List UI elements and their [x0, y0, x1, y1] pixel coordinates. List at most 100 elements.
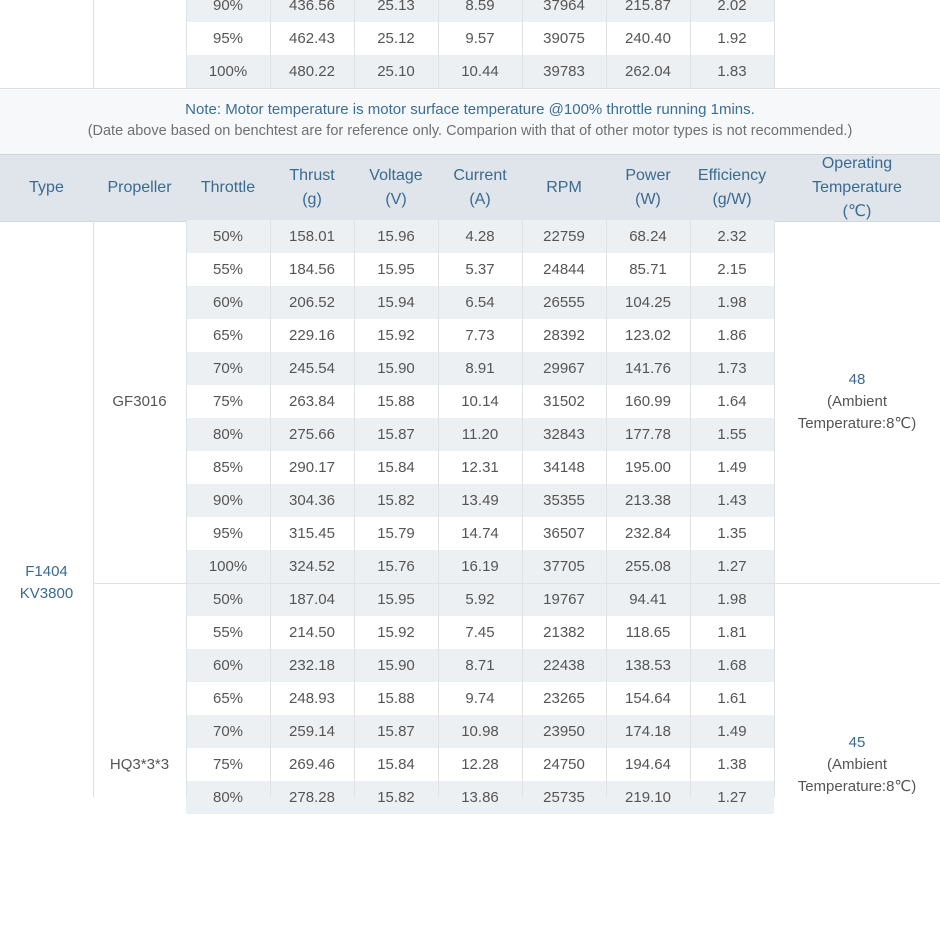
header-text: Throttle [201, 176, 255, 200]
row-stripe [186, 550, 774, 583]
table-cell: 21382 [543, 624, 585, 641]
table-cell: 9.74 [465, 690, 495, 707]
column-divider [606, 0, 607, 88]
header-cell: Power (W) [606, 155, 690, 221]
header-text: Efficiency (g/W) [698, 164, 766, 212]
header-line: Thrust [289, 167, 335, 184]
table-cell: 25.12 [377, 30, 415, 47]
table-cell: 263.84 [289, 393, 335, 410]
header-cell: Propeller [93, 155, 186, 221]
temperature-text: 45 (Ambient Temperature:8℃) [798, 732, 917, 798]
table-cell: 35355 [543, 492, 585, 509]
table-cell: 315.45 [289, 525, 335, 542]
header-line: (W) [635, 191, 661, 208]
table-cell: 22438 [543, 657, 585, 674]
header-line: (g/W) [712, 191, 752, 208]
table-cell: 269.46 [289, 756, 335, 773]
column-divider [774, 0, 775, 88]
table-cell: 304.36 [289, 492, 335, 509]
table-cell: 75% [212, 756, 244, 773]
header-line: Voltage [369, 167, 423, 184]
table-cell: 248.93 [289, 690, 335, 707]
table-cell: 160.99 [625, 393, 671, 410]
table-cell: 80% [212, 426, 244, 443]
table-cell: 15.90 [377, 360, 415, 377]
column-divider [438, 220, 439, 797]
type-text: F1404 KV3800 [20, 561, 73, 605]
table-cell: 75% [212, 393, 244, 410]
table-cell: 4.28 [465, 228, 495, 245]
column-divider [354, 220, 355, 797]
header-cell: Efficiency (g/W) [690, 155, 774, 221]
table-cell: 100% [208, 63, 248, 80]
table-cell: 1.27 [717, 789, 747, 806]
table-cell: 10.44 [461, 63, 499, 80]
table-cell: 25.10 [377, 63, 415, 80]
header-line: (g) [302, 191, 322, 208]
table-cell: 187.04 [289, 591, 335, 608]
header-line: Throttle [200, 179, 256, 196]
temperature-note: (Ambient [826, 755, 888, 773]
row-stripe [186, 0, 774, 22]
table-cell: 15.94 [377, 294, 415, 311]
header-line: Operating [821, 155, 893, 172]
table-cell: 1.86 [717, 327, 747, 344]
table-cell: 1.61 [717, 690, 747, 707]
column-divider [93, 220, 94, 797]
column-divider [522, 220, 523, 797]
table-cell: 95% [212, 525, 244, 542]
table-cell: 104.25 [625, 294, 671, 311]
table-cell: 39075 [543, 30, 585, 47]
table-cell: 219.10 [625, 789, 671, 806]
table-cell: 1.98 [717, 591, 747, 608]
table-cell: 158.01 [289, 228, 335, 245]
table-cell: 118.65 [625, 624, 671, 641]
table-cell: 245.54 [289, 360, 335, 377]
note-line-1: Note: Motor temperature is motor surface… [185, 101, 755, 118]
header-line: RPM [546, 179, 582, 196]
table-cell: 50% [212, 591, 244, 608]
column-divider [774, 220, 775, 797]
table-cell: 10.98 [461, 723, 499, 740]
table-cell: 480.22 [289, 63, 335, 80]
table-cell: 36507 [543, 525, 585, 542]
table-cell: 2.02 [717, 0, 747, 14]
table-cell: 34148 [543, 459, 585, 476]
column-divider [690, 220, 691, 797]
table-cell: 15.88 [377, 690, 415, 707]
table-cell: 16.19 [461, 558, 499, 575]
table-cell: 25.13 [377, 0, 415, 14]
table-cell: 229.16 [289, 327, 335, 344]
table-cell: 94.41 [629, 591, 667, 608]
table-cell: 23265 [543, 690, 585, 707]
table-cell: 1.83 [717, 63, 747, 80]
table-cell: 15.82 [377, 492, 415, 509]
table-cell: 10.14 [461, 393, 499, 410]
table-cell: 262.04 [625, 63, 671, 80]
table-cell: 8.71 [465, 657, 495, 674]
table-cell: 184.56 [289, 261, 335, 278]
table-cell: 278.28 [289, 789, 335, 806]
table-cell: 15.76 [377, 558, 415, 575]
row-stripe [186, 649, 774, 682]
table-cell: 24750 [543, 756, 585, 773]
table-cell: 32843 [543, 426, 585, 443]
table-cell: 213.38 [625, 492, 671, 509]
header-cell: RPM [522, 155, 606, 221]
type-cell: F1404 KV3800 [0, 220, 93, 946]
table-cell: 90% [212, 492, 244, 509]
row-stripe [186, 352, 774, 385]
table-cell: 15.87 [377, 426, 415, 443]
propeller-cell: HQ3*3*3 [109, 756, 170, 773]
header-line: (℃) [842, 203, 872, 220]
table-cell: 15.90 [377, 657, 415, 674]
temperature-cell: 48 (Ambient Temperature:8℃) [774, 220, 940, 583]
table-cell: 259.14 [289, 723, 335, 740]
table-cell: 24844 [543, 261, 585, 278]
column-divider [438, 0, 439, 88]
table-cell: 1.64 [717, 393, 747, 410]
table-cell: 68.24 [629, 228, 667, 245]
temperature-value: 45 [848, 733, 866, 751]
row-stripe [186, 220, 774, 253]
table-cell: 174.18 [625, 723, 671, 740]
